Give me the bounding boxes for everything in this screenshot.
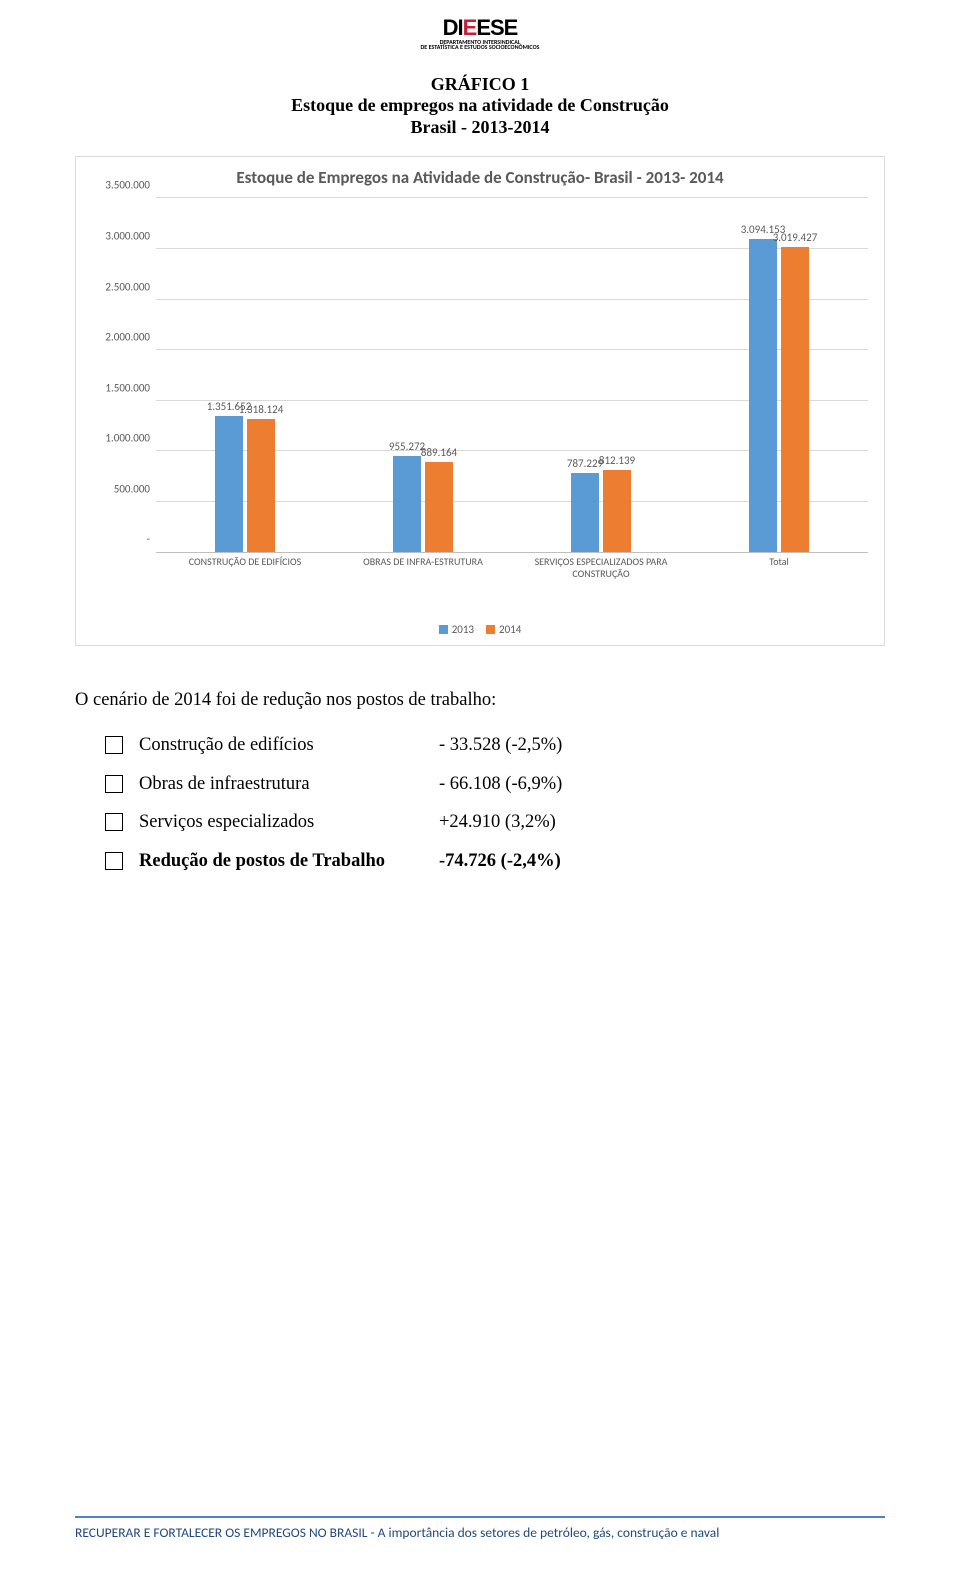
chart-legend-item: 2014 xyxy=(486,623,521,636)
title-line-3: Brasil - 2013-2014 xyxy=(75,117,885,139)
list-item: Obras de infraestrutura- 66.108 (-6,9%) xyxy=(105,770,885,799)
list-item-value: +24.910 (3,2%) xyxy=(439,808,556,837)
chart-category-label: Total xyxy=(699,552,859,568)
logo-subtitle-2: DE ESTATÍSTICA E ESTUDOS SOCIOECONÔMICOS xyxy=(421,44,540,51)
chart-category-column: 955.272889.164OBRAS DE INFRA-ESTRUTURA xyxy=(334,198,512,552)
chart-legend-label: 2013 xyxy=(452,623,474,636)
chart-category-column: 3.094.1533.019.427Total xyxy=(690,198,868,552)
chart-ytick-label: 2.500.000 xyxy=(84,280,150,293)
list-item: Serviços especializados+24.910 (3,2%) xyxy=(105,808,885,837)
logo-text-left: DI xyxy=(443,15,463,40)
chart-ytick-label: 1.500.000 xyxy=(84,381,150,394)
chart-value-label: 889.164 xyxy=(421,446,457,459)
chart-bar: 787.229 xyxy=(571,473,599,553)
footer-text: RECUPERAR E FORTALECER OS EMPREGOS NO BR… xyxy=(75,1524,885,1541)
title-line-2: Estoque de empregos na atividade de Cons… xyxy=(75,95,885,117)
list-item-label: Construção de edifícios xyxy=(139,731,439,760)
list-item-label: Serviços especializados xyxy=(139,808,439,837)
logo-text-red: E xyxy=(463,15,477,40)
chart-category-label: SERVIÇOS ESPECIALIZADOS PARA CONSTRUÇÃO xyxy=(521,552,681,579)
lead-paragraph: O cenário de 2014 foi de redução nos pos… xyxy=(75,686,885,715)
chart-category-label: CONSTRUÇÃO DE EDIFÍCIOS xyxy=(165,552,325,568)
list-item-label: Obras de infraestrutura xyxy=(139,770,439,799)
title-line-1: GRÁFICO 1 xyxy=(75,74,885,96)
chart-value-label: 3.019.427 xyxy=(773,231,818,244)
chart-legend-label: 2014 xyxy=(499,623,521,636)
footer-rule xyxy=(75,1516,885,1518)
chart-category-column: 1.351.6521.318.124CONSTRUÇÃO DE EDIFÍCIO… xyxy=(156,198,334,552)
chart-value-label: 1.318.124 xyxy=(239,403,284,416)
list-item-value: -74.726 (-2,4%) xyxy=(439,847,561,876)
list-item: Redução de postos de Trabalho-74.726 (-2… xyxy=(105,847,885,876)
logo-text-right: ESE xyxy=(476,15,517,40)
chart-ytick-label: 500.000 xyxy=(84,482,150,495)
chart-ytick-label: 3.000.000 xyxy=(84,229,150,242)
bullet-list: Construção de edifícios- 33.528 (-2,5%)O… xyxy=(75,731,885,876)
chart-ytick-label: - xyxy=(84,533,150,546)
chart-value-label: 787.229 xyxy=(567,457,603,470)
chart-ytick-label: 3.500.000 xyxy=(84,179,150,192)
chart-title: Estoque de Empregos na Atividade de Cons… xyxy=(88,167,872,188)
chart-plot-area: -500.0001.000.0001.500.0002.000.0002.500… xyxy=(156,198,868,553)
page-footer: RECUPERAR E FORTALECER OS EMPREGOS NO BR… xyxy=(75,1516,885,1541)
chart-category-column: 787.229812.139SERVIÇOS ESPECIALIZADOS PA… xyxy=(512,198,690,552)
title-block: GRÁFICO 1 Estoque de empregos na ativida… xyxy=(75,74,885,139)
chart-legend-item: 2013 xyxy=(439,623,474,636)
body-text: O cenário de 2014 foi de redução nos pos… xyxy=(75,686,885,875)
chart-bar: 3.094.153 xyxy=(749,239,777,552)
chart-value-label: 812.139 xyxy=(599,454,635,467)
header-logo: DIEESE DEPARTAMENTO INTERSINDICAL DE EST… xyxy=(75,15,885,54)
chart-plot-region: -500.0001.000.0001.500.0002.000.0002.500… xyxy=(156,198,868,583)
chart-panel: Estoque de Empregos na Atividade de Cons… xyxy=(75,156,885,646)
legend-swatch-icon xyxy=(486,625,495,634)
chart-value-label: 955.272 xyxy=(389,440,425,453)
chart-legend: 2013 2014 xyxy=(76,623,884,637)
chart-bar: 955.272 xyxy=(393,456,421,553)
chart-bar: 3.019.427 xyxy=(781,247,809,552)
chart-bar: 889.164 xyxy=(425,462,453,552)
chart-ytick-label: 1.000.000 xyxy=(84,432,150,445)
legend-swatch-icon xyxy=(439,625,448,634)
chart-bar: 812.139 xyxy=(603,470,631,552)
list-item-value: - 66.108 (-6,9%) xyxy=(439,770,562,799)
list-item: Construção de edifícios- 33.528 (-2,5%) xyxy=(105,731,885,760)
chart-ytick-label: 2.000.000 xyxy=(84,331,150,344)
list-item-label: Redução de postos de Trabalho xyxy=(139,847,439,876)
chart-bar: 1.351.652 xyxy=(215,416,243,553)
chart-category-label: OBRAS DE INFRA-ESTRUTURA xyxy=(343,552,503,568)
list-item-value: - 33.528 (-2,5%) xyxy=(439,731,562,760)
chart-bar: 1.318.124 xyxy=(247,419,275,552)
